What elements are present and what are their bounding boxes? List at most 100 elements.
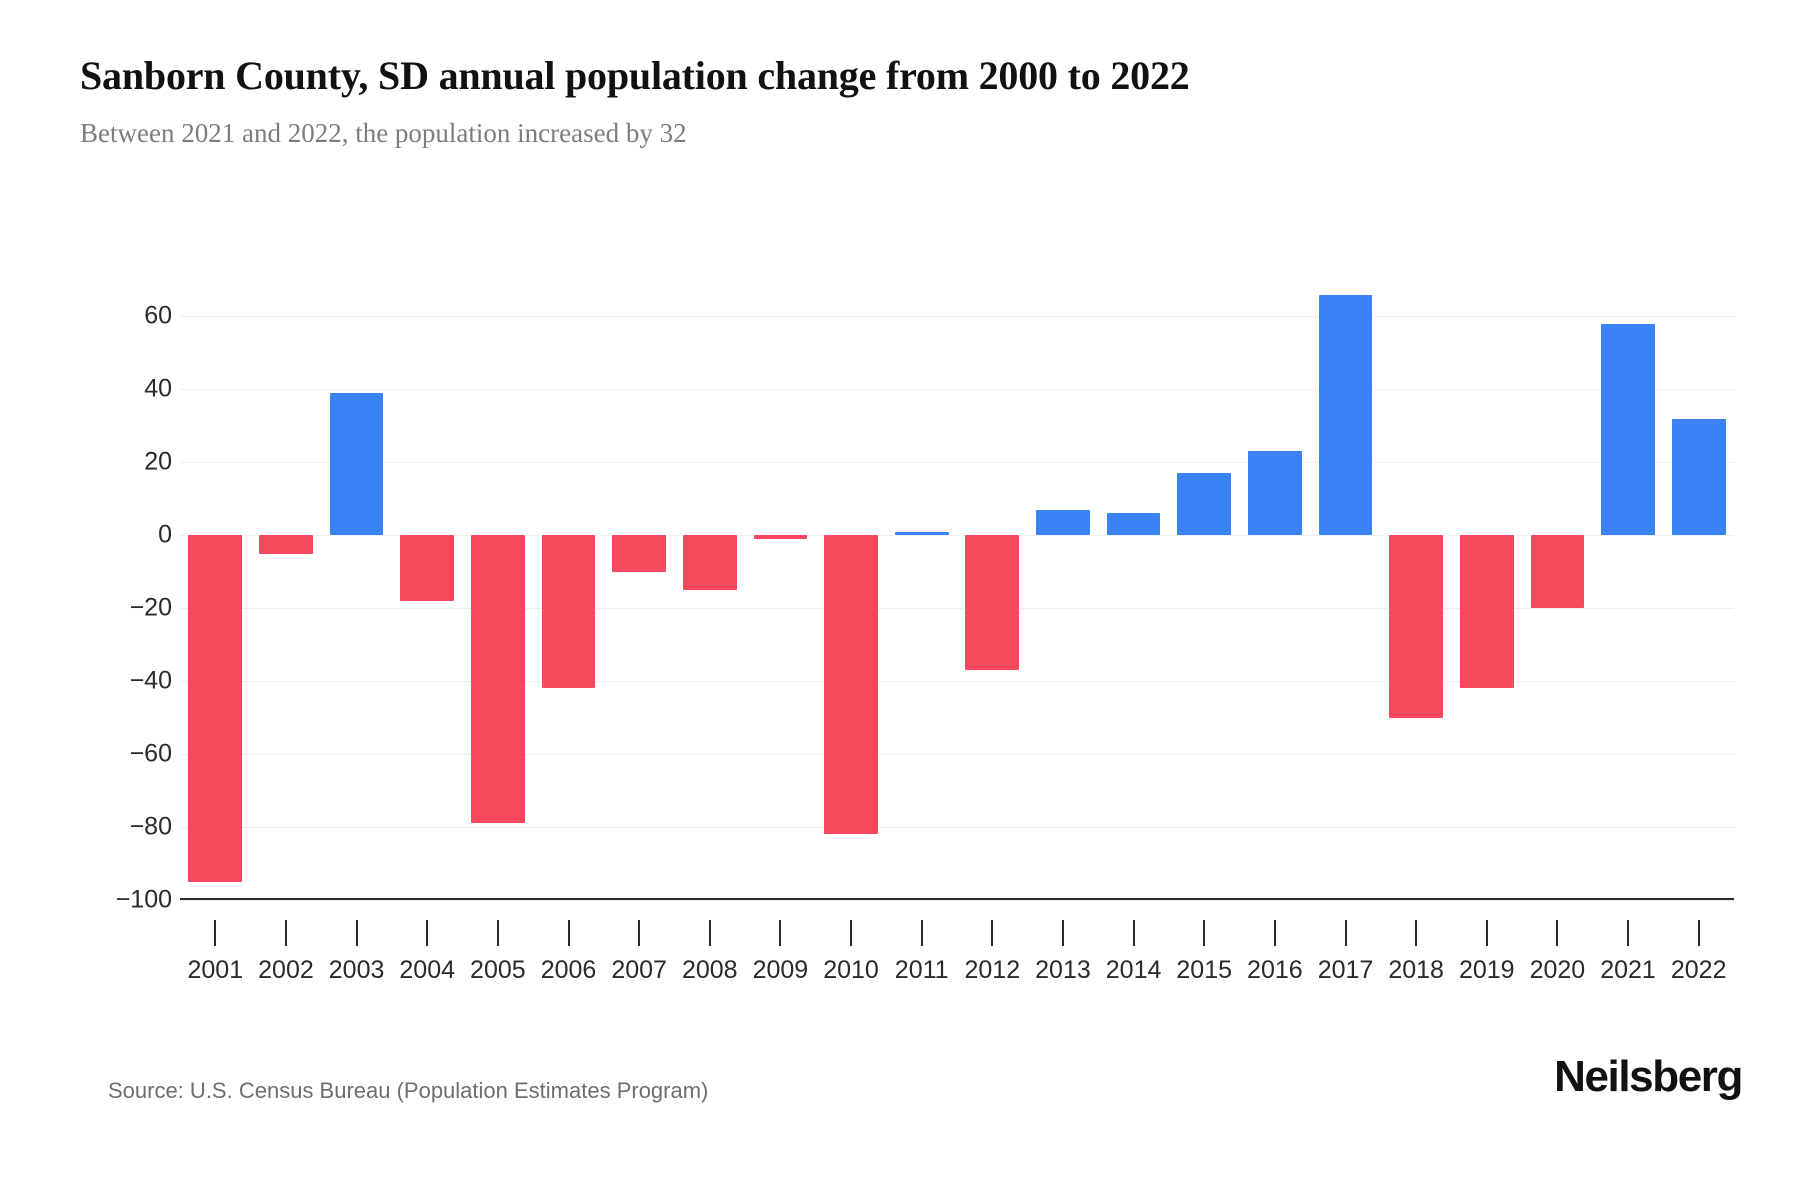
bar-slot[interactable] [533,280,604,900]
bar-slot[interactable] [321,280,392,900]
bar-slot[interactable] [1169,280,1240,900]
y-tick-label: −80 [129,812,172,841]
x-tick-label: 2017 [1317,956,1374,984]
bar-slot[interactable] [392,280,463,900]
y-tick-label: 40 [144,374,172,403]
bar-2016[interactable] [1248,451,1302,536]
x-tick-label: 2012 [964,956,1021,984]
gridline [180,316,1734,318]
bar-slot[interactable] [1522,280,1593,900]
bar-slot[interactable] [816,280,887,900]
bar-slot[interactable] [1381,280,1452,900]
bar-2010[interactable] [824,535,878,835]
x-tick [1697,920,1700,946]
x-tick-label: 2006 [540,956,597,984]
x-tick-label: 2022 [1670,956,1727,984]
bar-2022[interactable] [1671,418,1726,536]
x-tick-label: 2021 [1600,956,1656,984]
bar-slot[interactable] [251,280,322,900]
bar-slot[interactable] [1028,280,1099,900]
bar-slot[interactable] [180,280,251,900]
x-tick-label: 2011 [894,956,949,984]
x-tick-label: 2009 [752,956,809,984]
bar-2021[interactable] [1601,323,1655,536]
bar-2004[interactable] [400,535,455,601]
x-tick [1344,920,1347,946]
x-tick-label: 2004 [399,956,456,984]
x-tick [1273,920,1276,946]
bar-2014[interactable] [1106,513,1161,536]
bar-slot[interactable] [463,280,534,900]
bar-slot[interactable] [1098,280,1169,900]
brand-logo: Neilsberg [1554,1052,1743,1101]
x-tick-label: 2005 [470,956,526,984]
x-tick [355,920,358,946]
x-tick-label: 2018 [1388,956,1444,984]
x-tick-label: 2010 [823,956,879,984]
x-tick-label: 2001 [187,956,244,984]
x-tick-label: 2008 [681,956,738,984]
x-tick-label: 2014 [1105,956,1162,984]
x-tick [1061,920,1064,946]
bar-slot[interactable] [674,280,745,900]
source-note: Source: U.S. Census Bureau (Population E… [108,1078,709,1103]
bar-slot[interactable] [886,280,957,900]
bar-2012[interactable] [965,535,1020,671]
x-tick [567,920,570,946]
x-tick [214,920,217,946]
x-tick [1556,920,1559,946]
x-tick [284,920,287,946]
bar-2013[interactable] [1036,509,1090,536]
x-tick-label: 2007 [611,956,667,984]
x-tick [920,920,923,946]
x-tick-label: 2013 [1035,956,1091,984]
plot-area-wrapper: 60 40 20 0 −20 −40 −60 −80 −100 [0,280,1800,920]
x-axis-baseline [180,898,1734,900]
gridline [180,389,1734,391]
x-axis: 2001 2002 2003 2004 2005 2006 2007 2008 2009 2010… [180,920,1734,990]
y-tick-label: −40 [129,666,172,695]
x-tick [1627,920,1630,946]
bar-slot[interactable] [1310,280,1381,900]
bar-2008[interactable] [682,535,737,590]
bar-2006[interactable] [541,535,596,689]
page-title: Sanborn County, SD annual population cha… [80,53,1190,98]
x-tick-label: 2003 [328,956,385,984]
bar-slot[interactable] [1240,280,1311,900]
bar-2017[interactable] [1318,294,1373,536]
bar-slot[interactable] [745,280,816,900]
bar-2005[interactable] [471,535,525,824]
bar-2019[interactable] [1459,535,1514,689]
gridline [180,900,1734,901]
bar-slot[interactable] [957,280,1028,900]
gridline [180,462,1734,464]
bar-slot[interactable] [1663,280,1734,900]
bar-slot[interactable] [1451,280,1522,900]
bar-slot[interactable] [1593,280,1664,900]
y-tick-label: −20 [129,593,172,622]
x-tick [779,920,782,946]
bar-2009[interactable] [753,535,808,539]
bar-2003[interactable] [329,393,384,536]
x-tick [850,920,853,946]
gridline [180,535,1734,537]
bar-2020[interactable] [1530,535,1585,609]
bar-slot[interactable] [604,280,675,900]
y-tick-label: −100 [115,885,172,914]
chart-header: Sanborn County, SD annual population cha… [80,52,1720,150]
bar-2018[interactable] [1389,535,1443,718]
bar-2002[interactable] [259,535,313,554]
x-tick-label: 2019 [1458,956,1515,984]
chart-subtitle: Between 2021 and 2022, the population in… [80,118,687,149]
bar-2001[interactable] [188,535,243,882]
y-tick-label: 0 [158,520,172,549]
y-tick-label: 60 [144,301,172,330]
x-tick-label: 2015 [1176,956,1233,984]
bar-2015[interactable] [1177,473,1232,536]
y-tick-label: −60 [129,739,172,768]
x-tick [1485,920,1488,946]
y-axis: 60 40 20 0 −20 −40 −60 −80 −100 [0,280,172,914]
bar-2011[interactable] [894,531,949,536]
bar-2007[interactable] [612,535,666,572]
